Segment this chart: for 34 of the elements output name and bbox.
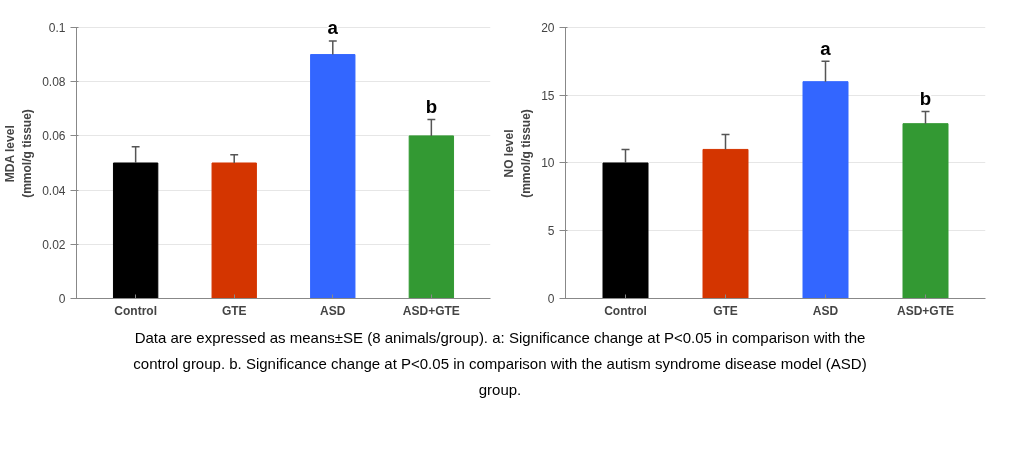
y-tick-label: 0 bbox=[547, 292, 555, 306]
bar bbox=[211, 162, 257, 299]
y-tick-label: 0.02 bbox=[42, 237, 66, 252]
bar bbox=[702, 148, 749, 299]
annotation: a bbox=[327, 17, 339, 39]
bar bbox=[902, 123, 949, 299]
bar bbox=[310, 54, 356, 299]
y-tick-label: 10 bbox=[541, 156, 555, 171]
y-tick-label: 15 bbox=[541, 88, 555, 103]
x-tick-label: ASD+GTE bbox=[402, 303, 460, 318]
x-tick-label: ASD+GTE bbox=[896, 303, 955, 318]
y-tick-label: 0.06 bbox=[42, 129, 66, 144]
y-tick-label: 0.04 bbox=[42, 183, 66, 198]
x-tick-label: ASD bbox=[812, 303, 839, 318]
annotation: b bbox=[919, 87, 932, 109]
bar bbox=[408, 135, 455, 299]
x-tick-label: Control bbox=[114, 303, 157, 318]
x-tick-label: ASD bbox=[320, 303, 346, 318]
text: Data are expressed as means±SE (8 animals/group). a: Significance change at P<0.05 in comparison with the control group. b. Significance change at P<0.05 in comparison with the autism syndrome disease model (ASD) group. bbox=[132, 328, 868, 400]
y-tick-label: 0.1 bbox=[48, 20, 66, 35]
y-tick-label: 5 bbox=[547, 224, 555, 239]
x-tick-label: Control bbox=[604, 303, 647, 318]
bar bbox=[112, 162, 159, 299]
y-tick-label: 0.08 bbox=[42, 75, 66, 90]
annotation: b bbox=[425, 95, 438, 117]
x-tick-label: GTE bbox=[713, 303, 738, 318]
y-tick-label: 20 bbox=[541, 20, 555, 35]
y-axis-title: MDA level (mmol/g tissue) bbox=[3, 109, 35, 198]
y-axis-title: NO level (mmol/g tissue) bbox=[502, 109, 534, 198]
bar bbox=[802, 81, 849, 299]
y-tick-label: 0 bbox=[58, 292, 66, 306]
bar bbox=[602, 162, 649, 299]
x-tick-label: GTE bbox=[221, 303, 247, 318]
annotation: a bbox=[820, 37, 832, 59]
